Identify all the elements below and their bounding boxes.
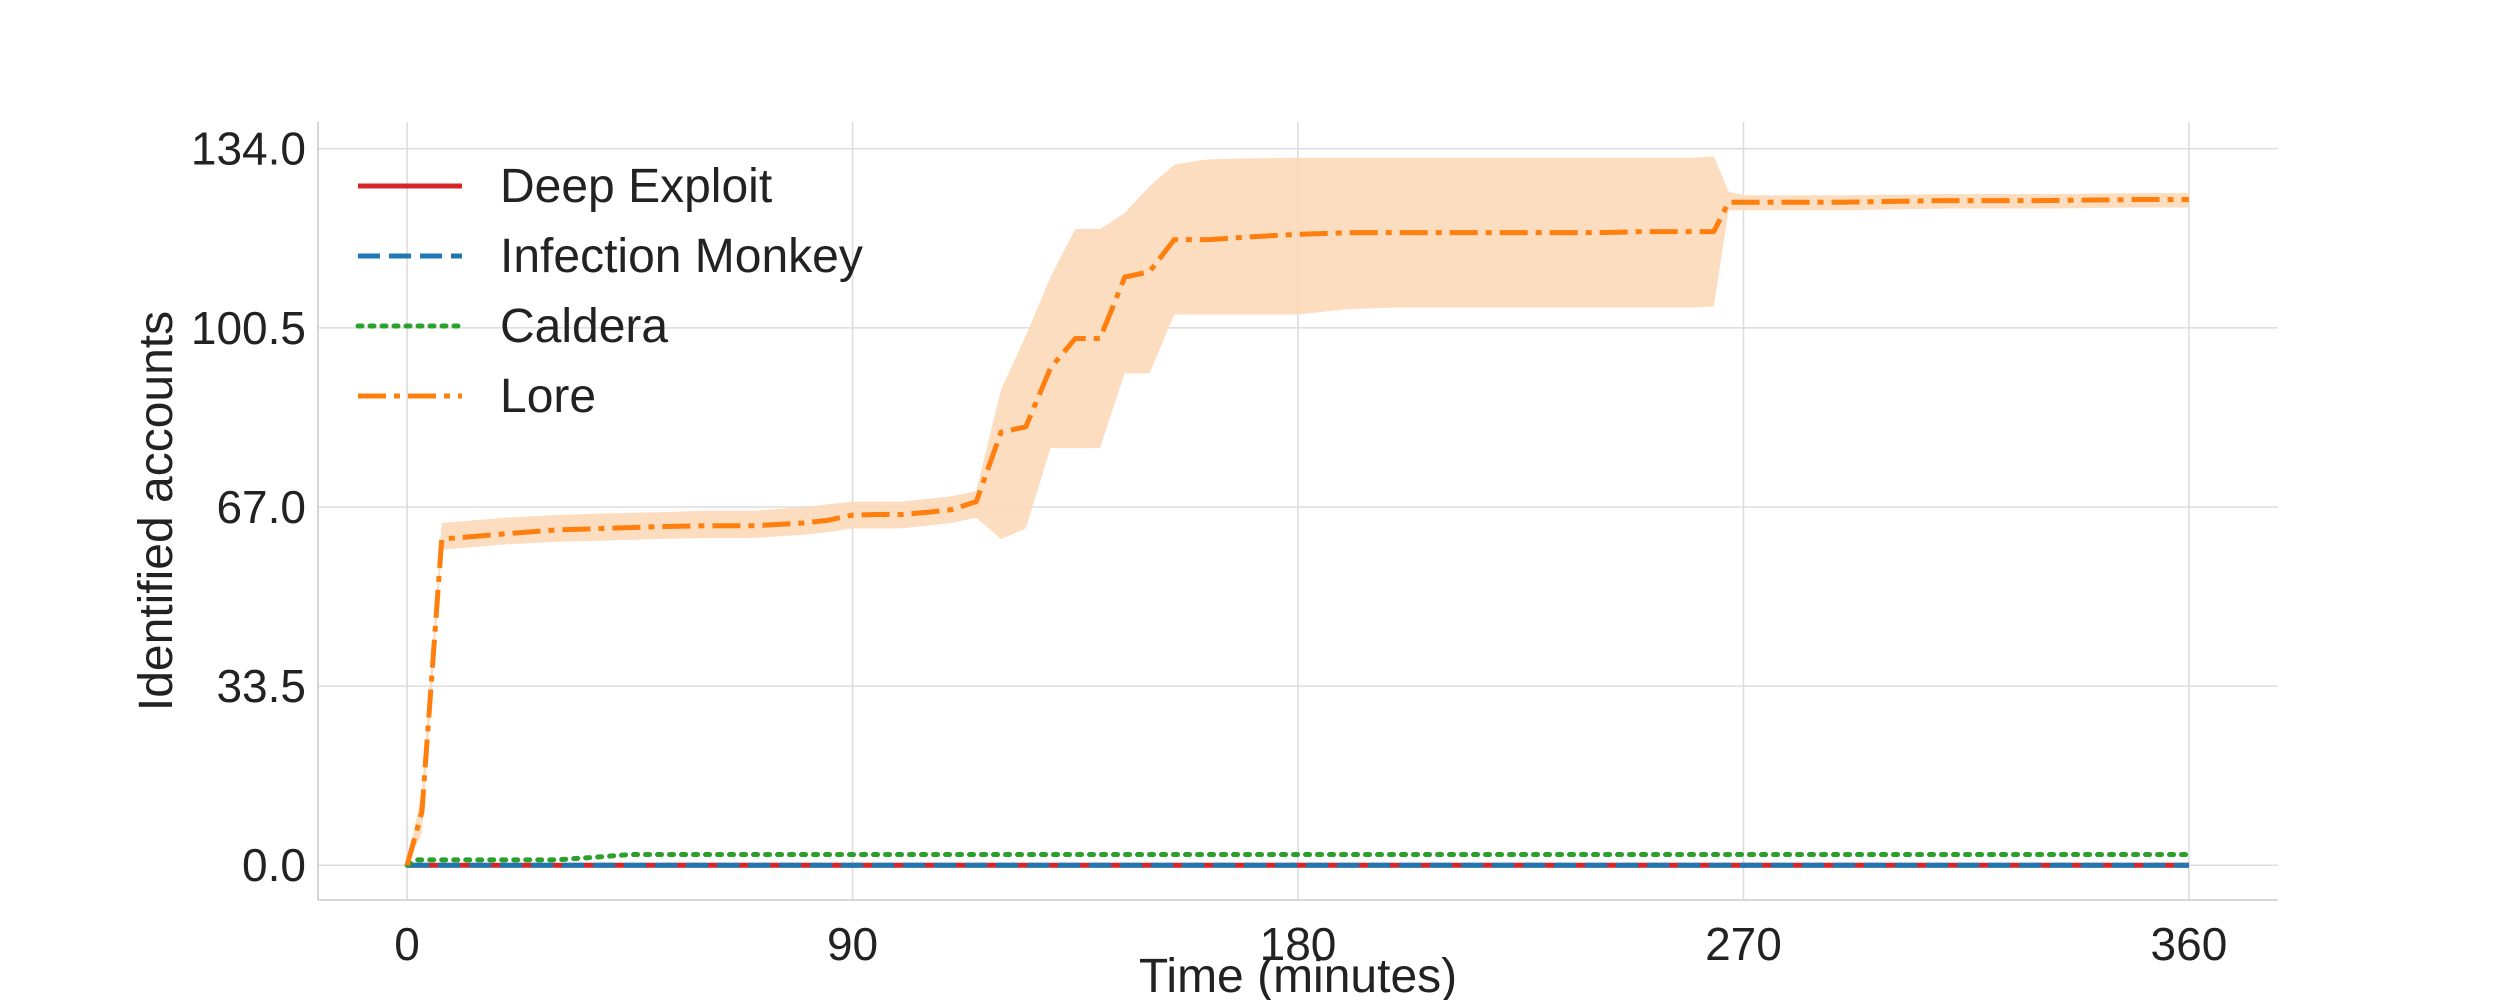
legend-label: Lore bbox=[500, 370, 596, 423]
legend: Deep Exploit Infection Monkey Caldera Lore bbox=[355, 160, 863, 423]
series-lines bbox=[404, 197, 2192, 868]
legend-item-caldera: Caldera bbox=[355, 300, 668, 353]
legend-item-infection-monkey: Infection Monkey bbox=[358, 230, 863, 283]
legend-label: Infection Monkey bbox=[500, 230, 863, 283]
x-tick-label: 0 bbox=[394, 918, 420, 970]
legend-item-deep-exploit: Deep Exploit bbox=[358, 160, 772, 213]
legend-label: Caldera bbox=[500, 300, 668, 353]
caldera-line bbox=[404, 852, 2192, 868]
x-tick-label: 360 bbox=[2151, 918, 2228, 970]
lore-confidence-band bbox=[407, 156, 2189, 866]
legend-label: Deep Exploit bbox=[500, 160, 772, 213]
x-tick-label: 270 bbox=[1705, 918, 1782, 970]
x-tick-label: 90 bbox=[827, 918, 878, 970]
y-tick-label: 0.0 bbox=[242, 839, 306, 891]
legend-item-lore: Lore bbox=[358, 370, 596, 423]
x-tick-label: 180 bbox=[1260, 918, 1337, 970]
y-tick-label: 100.5 bbox=[191, 302, 306, 354]
y-tick-label: 67.0 bbox=[216, 481, 306, 533]
axes: 0 90 180 270 360 0.0 33.5 67.0 100.5 134.0 bbox=[191, 122, 2278, 970]
x-axis-label: Time (minutes) bbox=[1139, 950, 1457, 1000]
confidence-bands bbox=[407, 156, 2189, 866]
y-tick-label: 33.5 bbox=[216, 660, 306, 712]
y-tick-label: 134.0 bbox=[191, 123, 306, 175]
lore-line bbox=[404, 197, 2189, 866]
y-axis-label: Identified accounts bbox=[130, 311, 183, 711]
